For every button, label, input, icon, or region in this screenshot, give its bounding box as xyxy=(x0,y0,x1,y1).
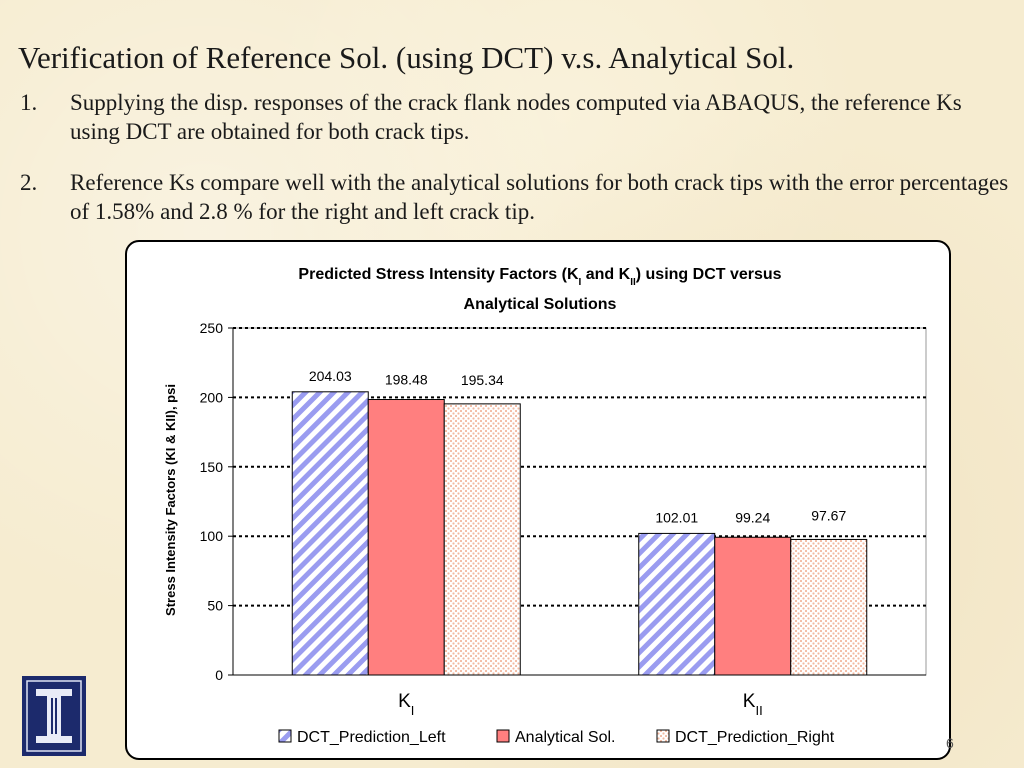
y-tick-label: 50 xyxy=(207,598,223,614)
y-tick-label: 0 xyxy=(215,667,223,683)
y-tick-label: 250 xyxy=(200,320,224,336)
legend-swatch-analytical-sol xyxy=(496,729,510,743)
data-label: 97.67 xyxy=(811,507,846,523)
bullet-number: 2. xyxy=(20,170,38,195)
page-number: 6 xyxy=(946,735,954,751)
bullet-text: Reference Ks compare well with the analy… xyxy=(70,170,1009,224)
data-label: 195.34 xyxy=(461,372,504,388)
legend-label: DCT_Prediction_Left xyxy=(297,729,446,746)
legend-label: Analytical Sol. xyxy=(515,729,616,746)
bullet-item-2: 2. Reference Ks compare well with the an… xyxy=(20,168,1010,226)
x-category-label: KI xyxy=(398,691,414,718)
chart-title: Predicted Stress Intensity Factors (KI a… xyxy=(298,266,781,288)
chart-frame: Predicted Stress Intensity Factors (KI a… xyxy=(125,240,951,760)
data-label: 198.48 xyxy=(385,372,428,388)
data-label: 102.01 xyxy=(655,509,698,525)
bar-dct-prediction-left xyxy=(291,391,369,676)
university-pillar-logo-icon xyxy=(22,676,86,756)
legend-label: DCT_Prediction_Right xyxy=(675,729,835,746)
data-label: 99.24 xyxy=(735,509,770,525)
bar-dct-prediction-left xyxy=(638,532,716,676)
legend-swatch-dct-prediction-right xyxy=(656,729,670,743)
y-axis-label: Stress Intensity Factors (KI & KII), psi xyxy=(163,384,178,616)
y-tick-label: 150 xyxy=(200,459,224,475)
legend-swatch-dct-prediction-left xyxy=(278,729,292,743)
bar-dct-prediction-right xyxy=(443,403,521,676)
x-category-label: KII xyxy=(743,691,763,718)
bullet-text: Supplying the disp. responses of the cra… xyxy=(70,90,962,144)
y-tick-label: 100 xyxy=(200,528,224,544)
y-tick-label: 200 xyxy=(200,389,224,405)
bullet-number: 1. xyxy=(20,90,38,115)
bar-analytical-sol xyxy=(714,536,792,676)
bullet-list: 1. Supplying the disp. responses of the … xyxy=(20,88,1010,248)
bar-dct-prediction-right xyxy=(790,538,868,676)
bar-chart: Predicted Stress Intensity Factors (KI a… xyxy=(163,266,927,746)
data-label: 204.03 xyxy=(309,368,352,384)
chart-title-line2: Analytical Solutions xyxy=(464,296,617,313)
bullet-item-1: 1. Supplying the disp. responses of the … xyxy=(20,88,1010,146)
bar-analytical-sol xyxy=(367,399,445,676)
slide-title: Verification of Reference Sol. (using DC… xyxy=(18,40,795,75)
